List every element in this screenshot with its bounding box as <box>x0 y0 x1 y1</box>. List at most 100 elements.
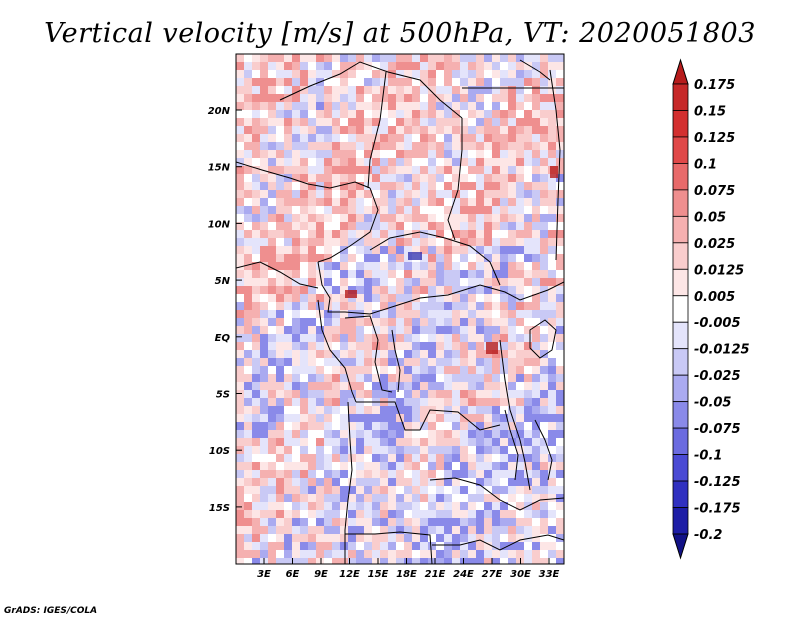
field-cell <box>308 278 316 286</box>
field-cell <box>372 150 380 158</box>
field-cell <box>276 310 284 318</box>
field-cell <box>252 550 260 558</box>
field-cell <box>316 350 324 358</box>
field-cell <box>260 142 268 150</box>
field-cell <box>428 550 436 558</box>
field-cell <box>460 78 468 86</box>
field-cell <box>436 118 444 126</box>
field-cell <box>476 94 484 102</box>
field-cell <box>484 550 492 558</box>
field-cell <box>236 310 244 318</box>
field-cell <box>300 406 308 414</box>
field-cell <box>252 222 260 230</box>
field-cell <box>348 182 356 190</box>
field-cell <box>308 398 316 406</box>
field-cell <box>340 158 348 166</box>
field-cell <box>420 510 428 518</box>
field-cell <box>300 294 308 302</box>
field-cell <box>284 478 292 486</box>
field-cell <box>364 166 372 174</box>
field-cell <box>372 542 380 550</box>
field-cell <box>460 510 468 518</box>
field-cell <box>284 438 292 446</box>
field-cell <box>356 286 364 294</box>
field-cell <box>548 462 556 470</box>
field-cell <box>236 342 244 350</box>
field-cell <box>500 318 508 326</box>
field-cell <box>524 486 532 494</box>
field-cell <box>380 158 388 166</box>
field-cell <box>276 494 284 502</box>
field-cell <box>436 350 444 358</box>
field-cell <box>516 102 524 110</box>
field-cell <box>404 262 412 270</box>
field-cell <box>356 86 364 94</box>
field-cell <box>316 398 324 406</box>
field-cell <box>444 446 452 454</box>
field-cell <box>388 190 396 198</box>
field-cell <box>276 142 284 150</box>
field-cell <box>508 294 516 302</box>
field-cell <box>276 158 284 166</box>
field-cell <box>284 510 292 518</box>
field-cell <box>412 94 420 102</box>
field-cell <box>316 318 324 326</box>
field-cell <box>516 62 524 70</box>
field-cell <box>460 294 468 302</box>
field-cell <box>396 478 404 486</box>
field-cell <box>348 510 356 518</box>
field-cell <box>348 126 356 134</box>
field-cell <box>244 310 252 318</box>
field-cell <box>284 246 292 254</box>
field-cell <box>516 342 524 350</box>
field-cell <box>332 542 340 550</box>
field-cell <box>388 142 396 150</box>
field-cell <box>356 278 364 286</box>
field-cell <box>404 110 412 118</box>
field-cell <box>380 454 388 462</box>
field-cell <box>492 310 500 318</box>
field-cell <box>284 78 292 86</box>
field-cell <box>268 54 276 62</box>
field-cell <box>372 494 380 502</box>
field-cell <box>332 118 340 126</box>
field-cell <box>244 254 252 262</box>
field-cell <box>420 286 428 294</box>
field-cell <box>420 78 428 86</box>
field-cell <box>428 510 436 518</box>
field-cell <box>492 374 500 382</box>
field-cell <box>332 358 340 366</box>
field-cell <box>396 158 404 166</box>
field-cell <box>436 478 444 486</box>
field-cell <box>324 454 332 462</box>
field-cell <box>276 294 284 302</box>
field-cell <box>300 526 308 534</box>
field-cell <box>252 526 260 534</box>
field-cell <box>300 246 308 254</box>
field-cell <box>316 206 324 214</box>
field-cell <box>532 382 540 390</box>
field-cell <box>284 374 292 382</box>
field-cell <box>244 438 252 446</box>
field-cell <box>516 478 524 486</box>
field-cell <box>484 374 492 382</box>
field-cell <box>284 430 292 438</box>
field-cell <box>292 190 300 198</box>
field-cell <box>452 462 460 470</box>
field-cell <box>508 230 516 238</box>
field-cell <box>516 310 524 318</box>
field-cell <box>292 414 300 422</box>
field-cell <box>300 150 308 158</box>
field-cell <box>484 166 492 174</box>
field-cell <box>324 118 332 126</box>
field-cell <box>316 94 324 102</box>
field-cell <box>484 358 492 366</box>
field-cell <box>532 270 540 278</box>
field-cell <box>340 54 348 62</box>
field-cell <box>404 318 412 326</box>
field-cell <box>548 150 556 158</box>
field-cell <box>532 334 540 342</box>
field-cell <box>244 54 252 62</box>
field-cell <box>556 390 564 398</box>
field-cell <box>524 494 532 502</box>
